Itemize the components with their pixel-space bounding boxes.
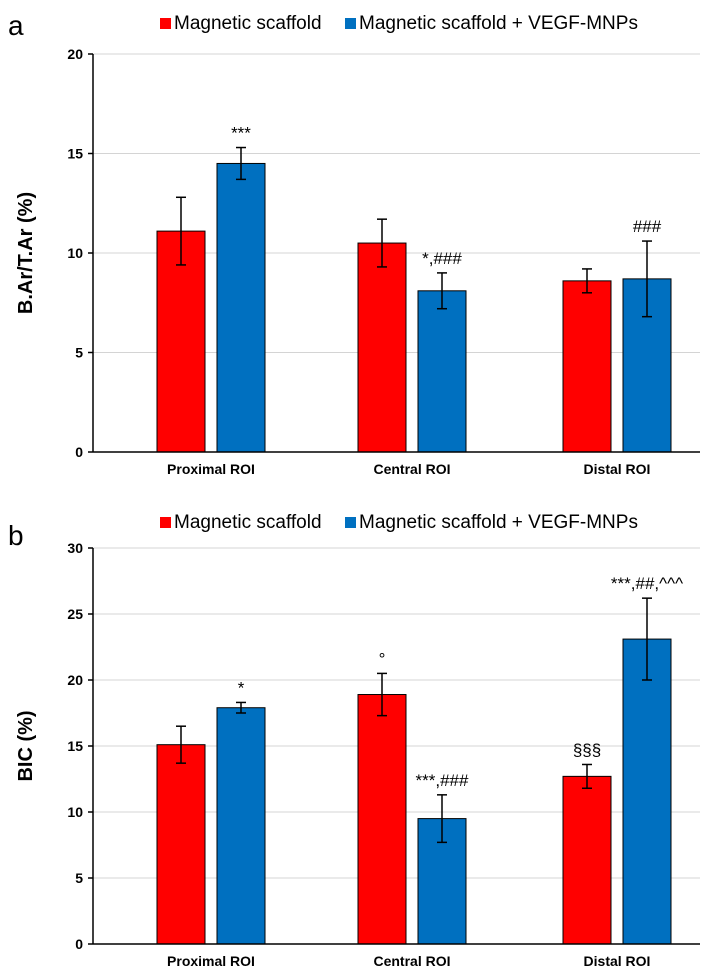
category-label: Distal ROI (584, 953, 651, 969)
bar-magnetic-scaffold (562, 280, 612, 453)
legend-swatch (345, 18, 356, 29)
significance-label: ° (379, 649, 386, 668)
bar-magnetic-scaffold (156, 230, 206, 453)
y-tick-label: 25 (67, 606, 83, 622)
bar-vegf-mnps (216, 162, 266, 453)
category-label: Central ROI (373, 953, 450, 969)
legend-swatch (345, 517, 356, 528)
significance-label: ***,### (416, 771, 469, 790)
bar-magnetic-scaffold (562, 775, 612, 945)
bar-magnetic-scaffold (156, 744, 206, 945)
legend-swatch (160, 18, 171, 29)
legend: Magnetic scaffold Magnetic scaffold + VEG… (160, 13, 638, 34)
legend-label: Magnetic scaffold + VEGF-MNPs (359, 13, 638, 34)
y-tick-label: 0 (75, 936, 83, 952)
y-tick-label: 15 (67, 146, 83, 162)
legend-label: Magnetic scaffold (174, 13, 322, 34)
panel-letter: a (8, 10, 24, 41)
bar-magnetic-scaffold (357, 694, 407, 945)
panel-a: a Magnetic scaffold Magnetic scaffold + VE… (8, 10, 700, 477)
bar-vegf-mnps (417, 290, 467, 453)
y-tick-label: 30 (67, 540, 83, 556)
bar-vegf-mnps (622, 638, 672, 945)
y-axis-title: BIC (%) (15, 710, 37, 781)
bar-magnetic-scaffold (357, 242, 407, 453)
significance-label: *** (231, 124, 251, 143)
y-tick-label: 10 (67, 804, 83, 820)
category-label: Proximal ROI (167, 461, 255, 477)
panel-b: b Magnetic scaffold Magnetic scaffold + VE… (8, 512, 700, 969)
significance-label: ### (633, 217, 662, 236)
legend: Magnetic scaffold Magnetic scaffold + VEG… (160, 512, 638, 533)
significance-label: * (238, 678, 245, 697)
y-tick-label: 20 (67, 672, 83, 688)
significance-label: ***,##,^^^ (611, 574, 683, 593)
legend-label: Magnetic scaffold (174, 512, 322, 533)
significance-label: *,### (422, 249, 462, 268)
y-tick-label: 15 (67, 738, 83, 754)
category-label: Distal ROI (584, 461, 651, 477)
y-tick-label: 10 (67, 245, 83, 261)
y-tick-label: 5 (75, 345, 83, 361)
category-label: Proximal ROI (167, 953, 255, 969)
bar-vegf-mnps (216, 707, 266, 945)
legend-label: Magnetic scaffold + VEGF-MNPs (359, 512, 638, 533)
y-tick-label: 5 (75, 870, 83, 886)
y-tick-label: 0 (75, 444, 83, 460)
significance-label: §§§ (573, 740, 601, 759)
y-axis-title: B.Ar/T.Ar (%) (15, 192, 37, 314)
y-tick-label: 20 (67, 46, 83, 62)
legend-swatch (160, 517, 171, 528)
panel-letter: b (8, 520, 24, 551)
category-label: Central ROI (373, 461, 450, 477)
